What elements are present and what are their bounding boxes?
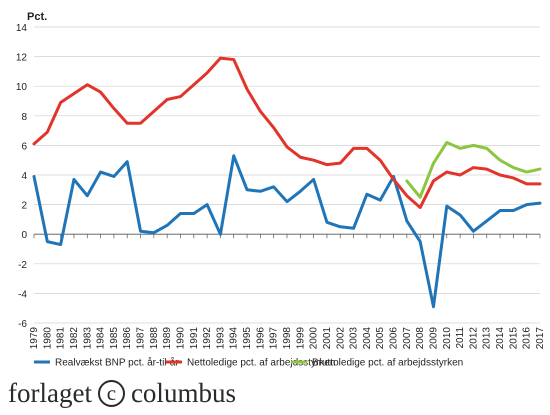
x-tick-label: 1999 xyxy=(295,327,306,350)
x-tick-label: 2011 xyxy=(455,327,466,349)
x-tick-label: 1997 xyxy=(269,327,280,350)
y-tick-label: 10 xyxy=(16,82,28,93)
x-tick-label: 1994 xyxy=(229,327,240,350)
x-tick-label: 2003 xyxy=(349,327,360,350)
x-tick-label: 1992 xyxy=(202,327,213,350)
x-tick-label: 1981 xyxy=(56,327,67,350)
legend-label: Nettoledige pct. af arbejdsstyrken xyxy=(187,358,335,369)
publisher-logo: forlaget c columbus xyxy=(8,376,236,410)
x-tick-label: 2007 xyxy=(402,327,413,350)
x-tick-label: 1991 xyxy=(189,327,200,350)
x-tick-label: 1993 xyxy=(215,327,226,350)
x-tick-label: 2017 xyxy=(535,327,546,350)
x-tick-label: 2013 xyxy=(482,327,493,350)
x-tick-label: 1985 xyxy=(109,327,120,350)
y-axis-ticks: 14 12 10 8 6 4 2 0 -2 -4 -6 xyxy=(16,23,28,330)
y-tick-label: -2 xyxy=(18,260,27,271)
series-lines xyxy=(32,56,542,309)
y-tick-label: 4 xyxy=(21,171,27,182)
x-tick-label: 2012 xyxy=(468,327,479,350)
series-line-3 xyxy=(405,140,542,199)
y-tick-label: 6 xyxy=(21,141,27,152)
x-tick-label: 1995 xyxy=(242,327,253,350)
series-line-1 xyxy=(32,154,542,309)
x-tick-label: 1987 xyxy=(136,327,147,350)
copyright-c-icon: c xyxy=(97,379,125,407)
legend-label: Bruttoledige pct. af arbejdsstyrken xyxy=(312,358,463,369)
x-tick-label: 2000 xyxy=(309,327,320,350)
logo-text-forlaget: forlaget xyxy=(8,377,92,408)
x-tick-label: 1996 xyxy=(255,327,266,350)
x-tick-label: 2005 xyxy=(375,327,386,350)
x-tick-label: 2008 xyxy=(415,327,426,350)
x-tick-label: 1982 xyxy=(69,327,80,350)
x-tick-label: 1998 xyxy=(282,327,293,350)
x-tick-label: 2004 xyxy=(362,327,373,350)
x-tick-label: 2014 xyxy=(495,327,506,350)
x-tick-label: 2009 xyxy=(428,327,439,350)
x-tick-label: 1980 xyxy=(42,327,53,350)
x-tick-label: 2001 xyxy=(322,327,333,350)
x-tick-label: 1989 xyxy=(162,327,173,350)
y-tick-label: -6 xyxy=(18,319,27,330)
legend-label: Realvækst BNP pct. år-til-år xyxy=(55,357,179,369)
x-axis: 1979 1980 1981 1982 1983 1984 1985 1986 1987 1988… xyxy=(29,233,546,350)
x-tick-label: 1983 xyxy=(82,327,93,350)
y-tick-label: 0 xyxy=(21,230,27,241)
x-tick-label: 1988 xyxy=(149,327,160,350)
y-tick-label: 2 xyxy=(21,201,27,212)
x-tick-label: 2010 xyxy=(442,327,453,350)
series-line-2 xyxy=(32,56,542,210)
x-tick-label: 2016 xyxy=(522,327,533,350)
logo-text-columbus: columbus xyxy=(130,377,236,408)
x-tick-label: 2015 xyxy=(508,327,519,350)
y-axis-label: Pct. xyxy=(27,11,47,23)
x-tick-label: 1986 xyxy=(122,327,133,350)
y-tick-label: 8 xyxy=(21,112,27,123)
x-tick-label: 1979 xyxy=(29,327,40,350)
x-tick-label: 2006 xyxy=(389,327,400,350)
x-tick-label: 1990 xyxy=(175,327,186,350)
y-tick-label: -4 xyxy=(18,289,27,300)
x-tick-label: 2002 xyxy=(335,327,346,350)
x-tick-label: 1984 xyxy=(96,327,107,350)
y-tick-label: 14 xyxy=(16,23,28,34)
y-tick-label: 12 xyxy=(16,53,28,64)
legend: Realvækst BNP pct. år-til-år Nettoledige … xyxy=(34,357,463,369)
